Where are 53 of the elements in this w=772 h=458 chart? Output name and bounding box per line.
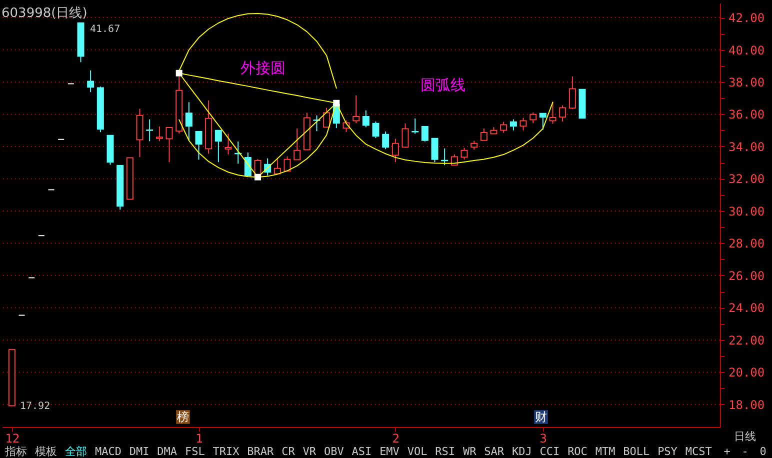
text: MTM	[595, 445, 616, 458]
annotation: 榜	[177, 410, 189, 424]
text: 日线	[734, 430, 756, 443]
text: FSL	[184, 445, 206, 458]
text: VR	[302, 445, 316, 458]
text: EMV	[380, 445, 400, 458]
text: 指标	[4, 445, 27, 458]
y-tick-label: 34.00	[728, 140, 765, 154]
text: MACD	[94, 445, 122, 458]
text: ROC	[568, 445, 588, 458]
text: RSI	[435, 445, 456, 458]
x-tick-label: 2	[392, 432, 400, 446]
y-tick-label: 28.00	[728, 236, 765, 251]
y-tick-label: 32.00	[728, 172, 765, 186]
annotation: 圆弧线	[420, 76, 466, 94]
annotation: 41.67	[90, 24, 120, 35]
y-tick-label: 30.00	[728, 204, 765, 218]
text: 模板	[35, 445, 57, 458]
annotation: 财	[535, 410, 547, 424]
y-tick-label: 18.00	[728, 398, 765, 412]
x-tick-label: 3	[540, 432, 548, 446]
text: -	[742, 445, 748, 458]
text: KDJ	[512, 445, 532, 458]
text: PSY	[658, 445, 678, 458]
text: OBV	[324, 445, 344, 458]
text: CCI	[540, 445, 560, 458]
text: WR	[462, 445, 477, 458]
y-tick-label: 20.00	[728, 366, 765, 380]
y-tick-label: 24.00	[728, 301, 765, 316]
y-tick-label: 26.00	[728, 268, 765, 283]
text: 0	[760, 445, 766, 458]
annotation: 外接圆	[240, 59, 286, 77]
text: MCST	[685, 445, 712, 458]
text: 全部	[65, 445, 87, 458]
text: SAR	[484, 445, 504, 458]
y-tick-label: 38.00	[728, 75, 765, 90]
text: CR	[282, 445, 296, 458]
text: DMA	[157, 445, 178, 458]
annotation: 17.92	[20, 401, 50, 412]
y-tick-label: 36.00	[728, 108, 765, 122]
text: TRIX	[212, 445, 240, 458]
y-tick-label: 42.00	[728, 11, 765, 26]
text: DMI	[129, 445, 150, 458]
x-tick-label: 1	[196, 432, 203, 446]
x-tick-label: 12	[5, 432, 20, 446]
y-tick-label: 22.00	[728, 333, 765, 348]
text: ASI	[352, 445, 372, 458]
text: BRAR	[247, 445, 274, 458]
chart-title: 603998(日线)	[2, 6, 88, 21]
text: BOLL	[623, 445, 650, 458]
y-tick-label: 40.00	[728, 43, 765, 58]
text: VOL	[407, 445, 428, 458]
text: +	[724, 445, 731, 458]
